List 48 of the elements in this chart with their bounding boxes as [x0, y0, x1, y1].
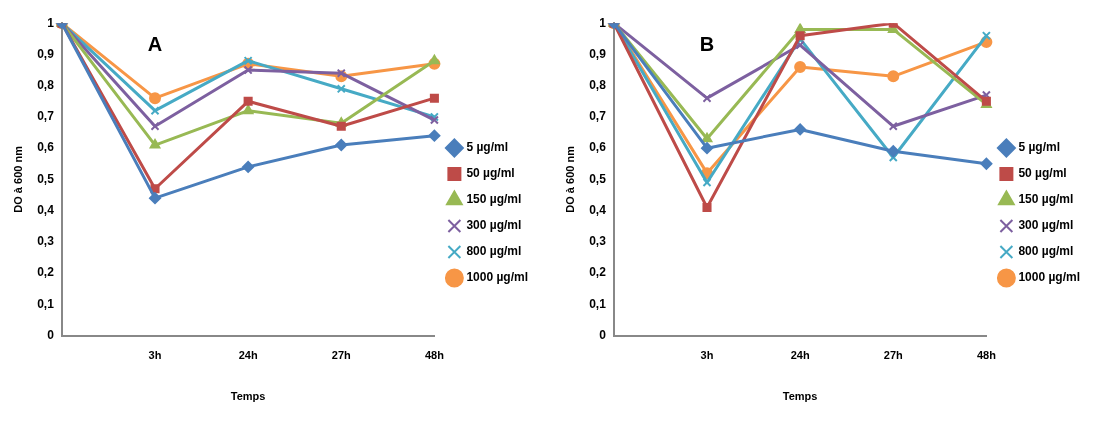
y-tick-label: 0,1 [589, 296, 607, 311]
legend-label: 150 µg/ml [1018, 192, 1074, 207]
legend-label: 800 µg/ml [466, 244, 522, 259]
legend-label: 5 µg/ml [466, 140, 508, 155]
x-tick-label: 48h [976, 349, 997, 362]
legend-label: 1000 µg/ml [1018, 270, 1081, 285]
x-tick-label: 27h [883, 349, 904, 362]
legend-label: 300 µg/ml [1018, 218, 1074, 233]
y-tick-label: 0 [599, 327, 607, 342]
x-tick-label: 27h [331, 349, 352, 362]
x-tick-label: 3h [700, 349, 714, 362]
y-tick-label: 0,2 [37, 265, 55, 280]
y-axis-title: DO à 600 nm [11, 145, 24, 213]
y-tick-label: 0,6 [37, 140, 55, 155]
y-tick-label: 0,9 [589, 46, 607, 61]
y-tick-label: 0,3 [37, 234, 55, 249]
y-tick-label: 1 [599, 15, 607, 30]
y-tick-label: 1 [47, 15, 55, 30]
legend-label: 150 µg/ml [466, 192, 522, 207]
legend-label: 5 µg/ml [1018, 140, 1060, 155]
x-axis-title: Temps [230, 390, 266, 403]
x-tick-label: 24h [790, 349, 810, 362]
y-tick-label: 0,8 [37, 77, 55, 92]
y-tick-label: 0,8 [589, 77, 607, 92]
y-tick-label: 0,6 [589, 140, 607, 155]
y-tick-label: 0,3 [589, 234, 607, 249]
y-tick-label: 0,5 [37, 171, 55, 186]
x-tick-label: 24h [238, 349, 258, 362]
x-tick-label: 48h [424, 349, 445, 362]
y-tick-label: 0,1 [37, 296, 55, 311]
y-tick-label: 0,4 [589, 202, 607, 217]
x-axis-title: Temps [782, 390, 818, 403]
y-tick-label: 0,4 [37, 202, 55, 217]
legend-label: 800 µg/ml [1018, 244, 1074, 259]
x-tick-label: 3h [148, 349, 162, 362]
y-tick-label: 0,2 [589, 265, 607, 280]
legend-label: 300 µg/ml [466, 218, 522, 233]
text: B [699, 32, 715, 55]
y-axis-title: DO à 600 nm [563, 145, 576, 213]
y-tick-label: 0,9 [37, 46, 55, 61]
y-tick-label: 0 [47, 327, 55, 342]
legend-label: 50 µg/ml [466, 166, 515, 181]
legend-label: 50 µg/ml [1018, 166, 1067, 181]
y-tick-label: 0,7 [37, 109, 55, 124]
y-tick-label: 0,5 [589, 171, 607, 186]
y-tick-label: 0,7 [589, 109, 607, 124]
text: A [147, 32, 163, 55]
legend-label: 1000 µg/ml [466, 270, 529, 285]
